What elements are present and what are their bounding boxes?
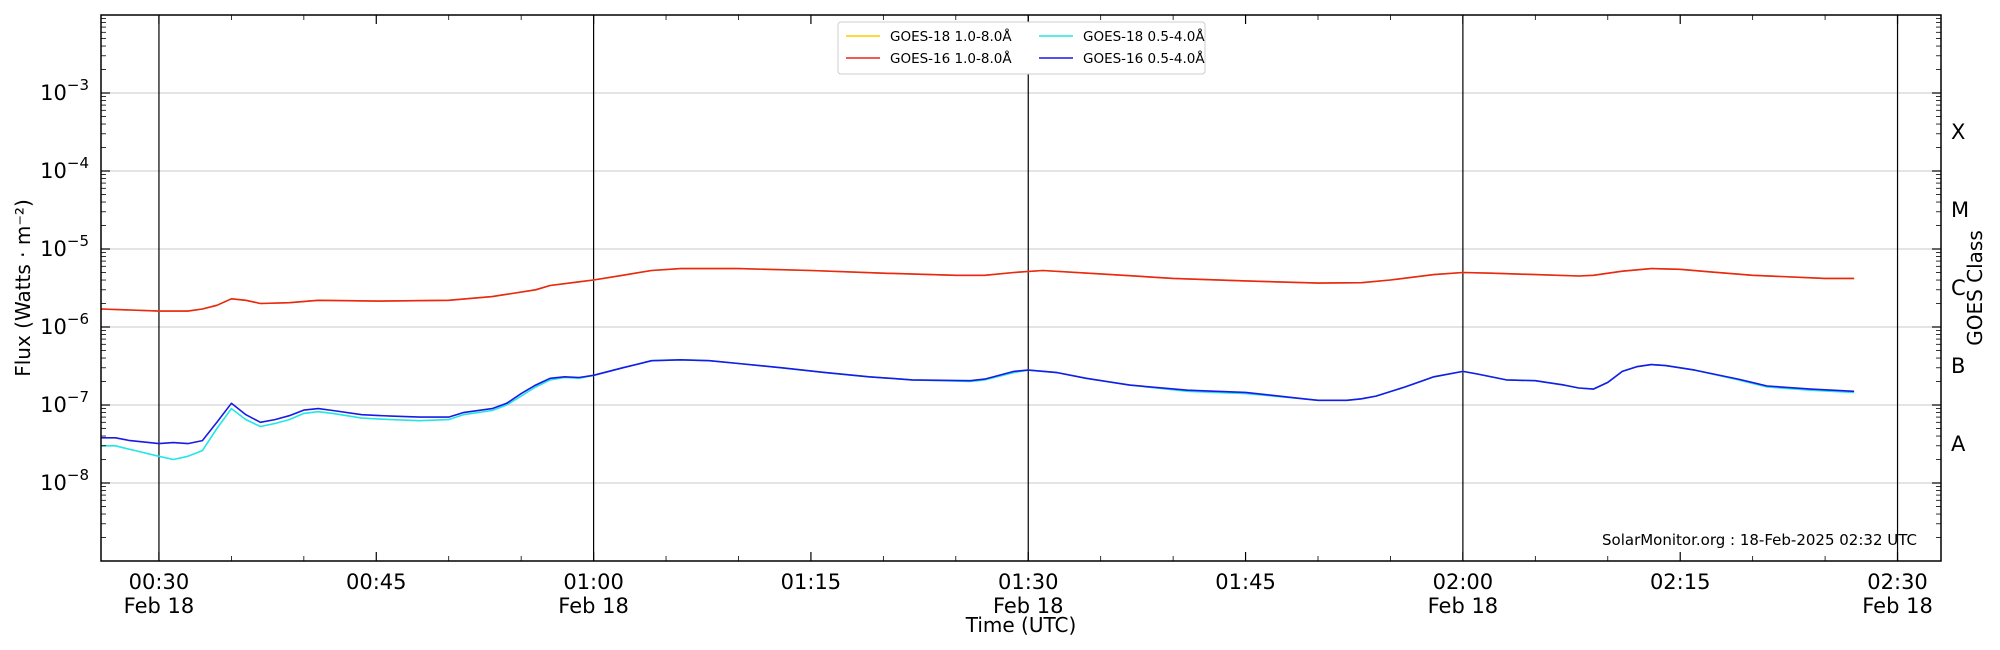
series-line-3: [101, 358, 1855, 445]
y-tick-label-0: 10−8: [40, 466, 89, 495]
x-tick-date-4: Feb 18: [993, 594, 1064, 618]
legend: GOES-18 1.0-8.0Å GOES-18 0.5-4.0Å GOES-16 …: [837, 21, 1206, 75]
goes-class-B: B: [1951, 354, 1965, 378]
legend-label-3: GOES-16 0.5-4.0Å: [1083, 50, 1205, 67]
x-tick-label-1: 00:45: [346, 570, 407, 594]
x-tick-date-8: Feb 18: [1862, 594, 1933, 618]
x-tick-date-2: Feb 18: [558, 594, 629, 618]
legend-label-1: GOES-16 1.0-8.0Å: [890, 50, 1012, 67]
x-tick-label-5: 01:45: [1215, 570, 1276, 594]
horizontal-gridlines: [101, 92, 1941, 484]
y-tick-label-5: 10−3: [40, 76, 89, 105]
x-tick-label-4: 01:30: [998, 570, 1059, 594]
x-axis-label: Time (UTC): [965, 613, 1077, 637]
legend-label-2: GOES-18 0.5-4.0Å: [1083, 28, 1205, 45]
goes-class-labels: A B C M X: [1951, 120, 1969, 456]
flux-series-group: [100, 267, 1855, 461]
x-tick-label-7: 02:15: [1650, 570, 1711, 594]
x-tick-label-6: 02:00: [1433, 570, 1494, 594]
source-annotation: SolarMonitor.org : 18-Feb-2025 02:32 UTC: [1602, 531, 1917, 549]
day-vertical-lines: [158, 15, 1899, 561]
goes-class-axis-label: GOES Class: [1963, 230, 1987, 346]
x-tick-label-2: 01:00: [563, 570, 624, 594]
y-tick-label-1: 10−7: [40, 388, 89, 417]
series-line-1: [100, 267, 1855, 312]
y-tick-label-4: 10−4: [40, 154, 89, 183]
y-tick-label-2: 10−6: [40, 310, 89, 339]
y-axis-label: Flux (Watts · m⁻²): [11, 199, 35, 377]
goes-class-M: M: [1951, 198, 1969, 222]
x-tick-date-0: Feb 18: [124, 594, 195, 618]
goes-class-A: A: [1951, 432, 1966, 456]
x-tick-date-6: Feb 18: [1428, 594, 1499, 618]
y-axis-ticks: 10−8 10−7 10−6 10−5 10−4 10−3: [40, 18, 1941, 538]
goes-class-X: X: [1951, 120, 1965, 144]
legend-box: [837, 21, 1206, 75]
x-tick-label-0: 00:30: [129, 570, 190, 594]
legend-label-0: GOES-18 1.0-8.0Å: [890, 28, 1012, 45]
x-tick-label-8: 02:30: [1867, 570, 1928, 594]
goes-class-C: C: [1951, 276, 1966, 300]
plot-frame: [100, 14, 1942, 562]
y-tick-label-3: 10−5: [40, 232, 89, 261]
x-tick-label-3: 01:15: [781, 570, 842, 594]
